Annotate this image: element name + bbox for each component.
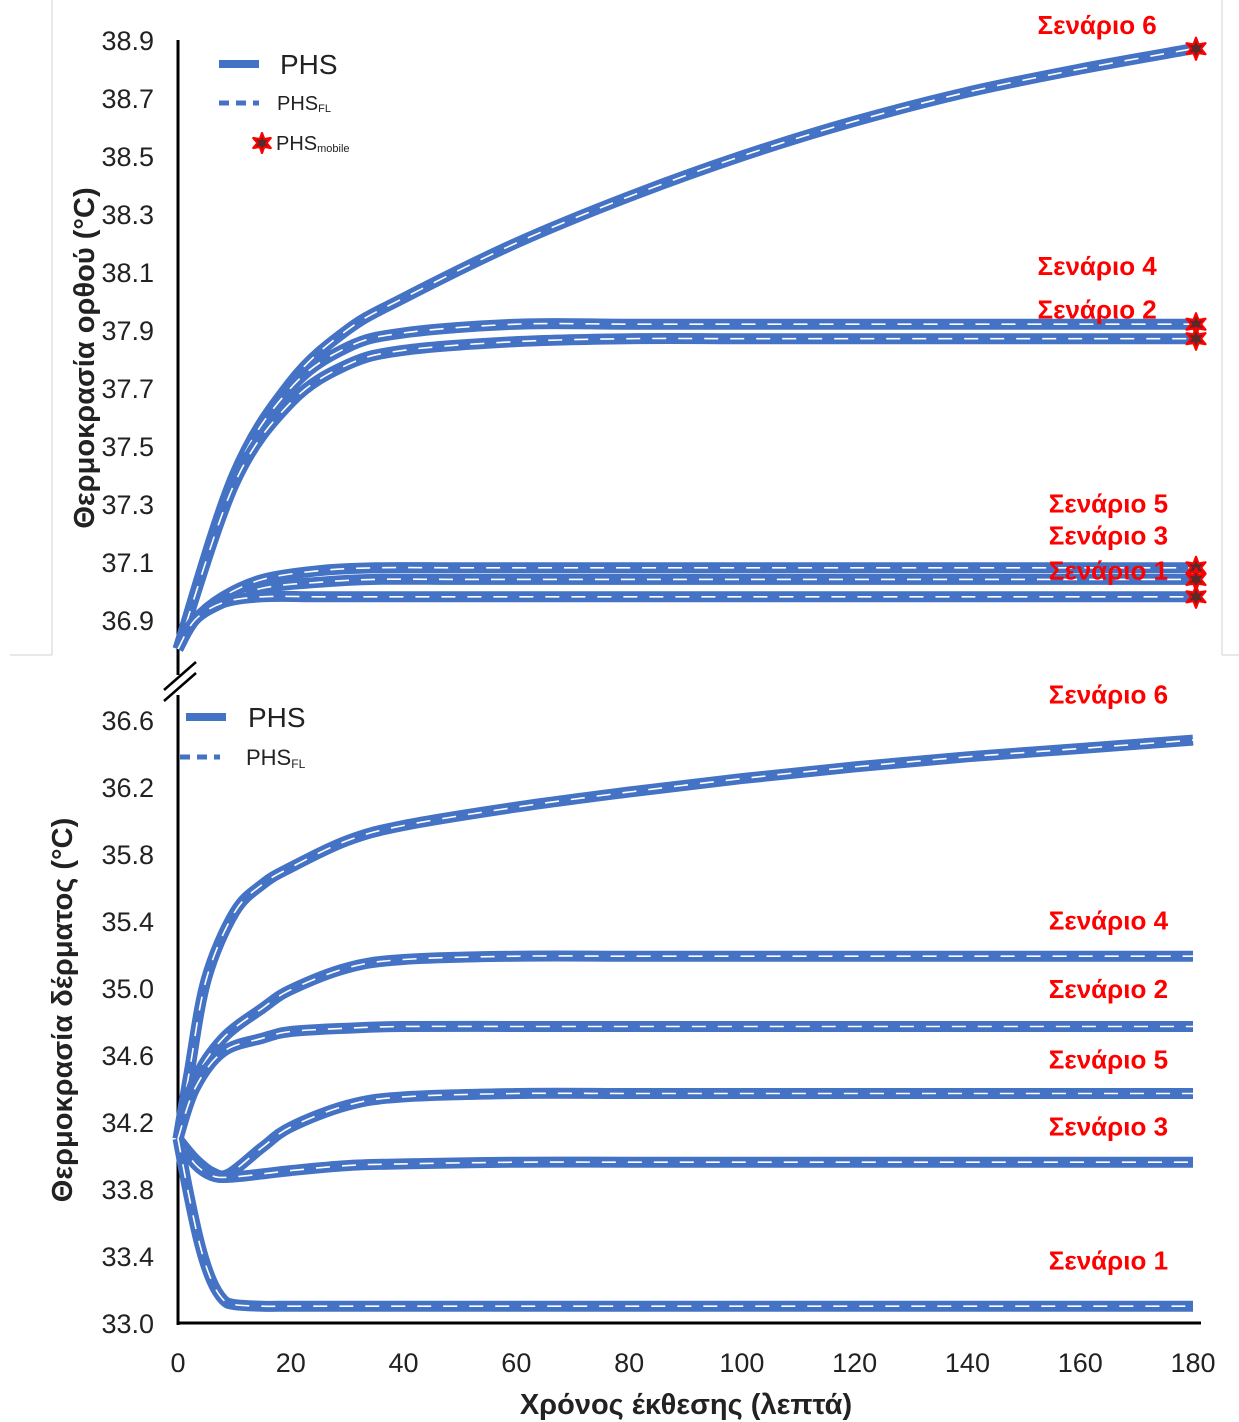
axis-break-mark-1: [163, 661, 197, 691]
bottom-y-tick-6: 35.0: [101, 974, 154, 1004]
top-series-6-phsmobile-marker: [1185, 584, 1207, 609]
bottom-y-tick-9: 36.2: [101, 773, 154, 803]
bottom-scenario-label-3: Σενάριο 2: [1049, 974, 1168, 1004]
top-y-tick-10: 38.7: [101, 84, 154, 114]
top-scenario-label-5: Σενάριο 3: [1049, 521, 1168, 551]
bottom-y-tick-3: 33.8: [101, 1175, 154, 1205]
top-series-6-phs-line: [173, 590, 1193, 652]
bottom-legend-phs: PHS: [186, 702, 306, 733]
top-scenario-label-4: Σενάριο 5: [1049, 489, 1168, 519]
x-tick-9: 160: [1058, 1348, 1103, 1378]
chart-frame: [10, 0, 1239, 1325]
top-series-3-phsfl-dashes: [177, 337, 1193, 650]
top-legend-phs-label: PHS: [280, 49, 338, 80]
x-tick-8: 140: [945, 1348, 990, 1378]
x-tick-2: 20: [276, 1348, 306, 1378]
bottom-scenario-label-5: Σενάριο 3: [1049, 1111, 1168, 1141]
bottom-y-tick-7: 35.4: [101, 907, 154, 937]
axis-break-mark-2: [163, 672, 197, 702]
top-legend-phsmobile: PHSmobile: [252, 131, 350, 155]
bottom-legend-phsfl-label: PHSFL: [246, 745, 306, 771]
top-y-tick-2: 37.1: [101, 548, 154, 578]
bottom-scenario-label-2: Σενάριο 4: [1049, 905, 1169, 935]
bottom-y-axis-title: Θερμοκρασία δέρματος (°C): [47, 818, 79, 1202]
x-tick-10: 180: [1170, 1348, 1215, 1378]
bottom-y-tick-8: 35.8: [101, 840, 154, 870]
bottom-series-1-phs-line: [172, 734, 1194, 1140]
x-tick-6: 100: [719, 1348, 764, 1378]
bottom-scenario-label-4: Σενάριο 5: [1049, 1044, 1168, 1074]
top-series-5-phsfl-dashes: [177, 578, 1193, 650]
x-tick-3: 40: [389, 1348, 419, 1378]
top-scenario-label-2: Σενάριο 4: [1038, 251, 1158, 281]
top-legend-phsmobile-swatch: [252, 131, 272, 155]
bottom-series-5-phs-line: [173, 1135, 1193, 1183]
bottom-series-3-phs-line: [172, 1020, 1193, 1141]
bottom-y-tick-2: 33.4: [101, 1242, 154, 1272]
bottom-scenario-label-1: Σενάριο 6: [1049, 679, 1168, 709]
top-y-tick-4: 37.5: [101, 432, 154, 462]
bottom-y-tick-1: 33.0: [101, 1309, 154, 1339]
top-series-5-phs-line: [173, 573, 1193, 652]
top-series-6-phsfl-dashes: [177, 595, 1193, 650]
top-series-1-phsfl-dashes: [177, 47, 1194, 650]
top-y-tick-5: 37.7: [101, 374, 154, 404]
rectal-temperature-panel: 36.9 37.1 37.3 37.5 37.7 37.9 38.1 38.3 38.5 38.7…: [69, 10, 1207, 652]
top-legend-phs: PHS: [219, 49, 338, 80]
top-series-3-phs-line: [172, 332, 1193, 651]
top-legend-phsmobile-label: PHSmobile: [276, 133, 350, 155]
x-tick-7: 120: [832, 1348, 877, 1378]
top-legend-phsfl: PHSFL: [219, 93, 331, 115]
skin-temperature-panel: 33.0 33.4 33.8 34.2 34.6 35.0 35.4 35.8 36.2 36.6…: [47, 679, 1216, 1421]
top-y-tick-3: 37.3: [101, 490, 154, 520]
top-scenario-label-3: Σενάριο 2: [1038, 294, 1157, 324]
bottom-y-tick-4: 34.2: [101, 1108, 154, 1138]
bottom-series-1-phsfl-dashes: [177, 739, 1194, 1139]
top-series-1-phs-line: [172, 43, 1194, 651]
top-series-2-phsfl-dashes: [177, 322, 1193, 650]
bottom-series-5-phsfl-dashes: [177, 1138, 1193, 1179]
top-series-1-phsmobile-marker: [1185, 36, 1207, 61]
bottom-y-tick-10: 36.6: [101, 706, 154, 736]
bottom-legend-phsfl: PHSFL: [180, 745, 306, 771]
top-legend-phsfl-label: PHSFL: [277, 93, 331, 115]
top-y-tick-1: 36.9: [101, 606, 154, 636]
top-y-tick-11: 38.9: [101, 26, 154, 56]
top-y-axis-title: Θερμοκρασία ορθού (°C): [69, 187, 101, 528]
x-tick-4: 60: [501, 1348, 531, 1378]
top-y-tick-9: 38.5: [101, 142, 154, 172]
top-series-3-phsmobile-marker: [1185, 326, 1207, 351]
bottom-series-2-phsfl-dashes: [177, 955, 1193, 1139]
bottom-series-6-phsfl-dashes: [177, 1138, 1193, 1308]
top-scenario-label-6: Σενάριο 1: [1049, 555, 1168, 585]
x-tick-1: 0: [170, 1348, 185, 1378]
bottom-y-tick-5: 34.6: [101, 1041, 154, 1071]
top-y-tick-8: 38.3: [101, 200, 154, 230]
bottom-scenario-label-6: Σενάριο 1: [1049, 1245, 1168, 1275]
bottom-legend-phs-label: PHS: [248, 702, 306, 733]
top-scenario-label-1: Σενάριο 6: [1038, 10, 1157, 40]
top-y-tick-6: 37.9: [101, 316, 154, 346]
x-axis-title: Χρόνος έκθεσης (λεπτά): [520, 1389, 852, 1421]
top-series-4-phsfl-dashes: [177, 566, 1193, 650]
x-tick-5: 80: [614, 1348, 644, 1378]
top-y-tick-7: 38.1: [101, 258, 154, 288]
bottom-series-3-phsfl-dashes: [177, 1025, 1193, 1139]
